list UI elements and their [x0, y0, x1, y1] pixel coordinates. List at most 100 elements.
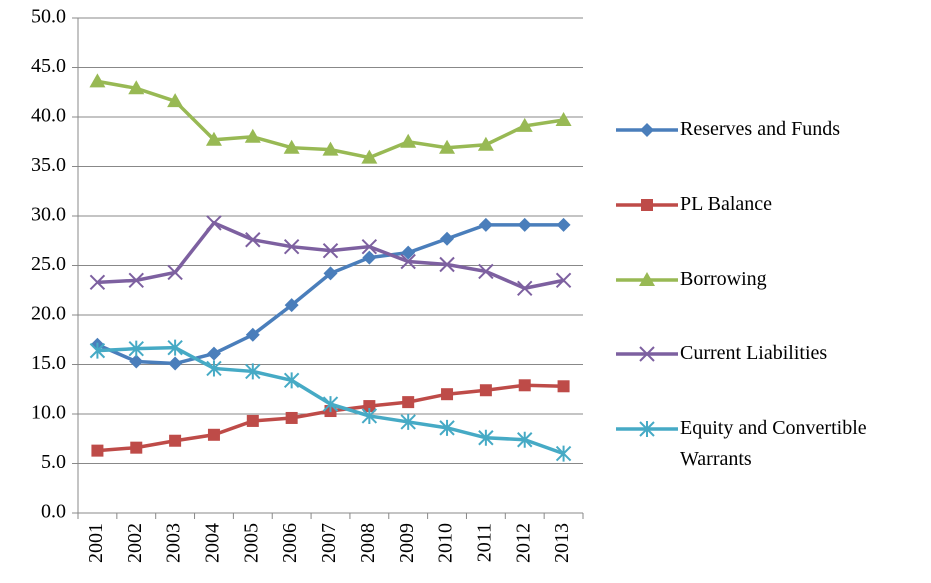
marker [640, 123, 654, 137]
marker [128, 272, 144, 289]
marker [477, 136, 494, 151]
marker [400, 133, 417, 148]
marker [205, 131, 222, 146]
x-tick-label: 2013 [551, 523, 573, 563]
marker [362, 250, 377, 265]
y-tick-label: 30.0 [31, 204, 66, 226]
marker [478, 429, 494, 446]
y-tick-label: 40.0 [31, 105, 66, 127]
marker [555, 445, 572, 462]
marker [283, 238, 300, 255]
marker [206, 346, 221, 361]
marker [206, 215, 222, 231]
marker [244, 128, 261, 143]
marker [401, 245, 416, 260]
marker [283, 139, 300, 154]
marker [479, 384, 492, 397]
marker [245, 363, 261, 380]
marker [89, 73, 106, 88]
marker [639, 346, 655, 362]
marker [168, 356, 183, 371]
marker [516, 117, 533, 132]
marker [557, 380, 570, 393]
marker [517, 431, 533, 448]
marker [89, 274, 106, 291]
x-tick-label: 2007 [318, 523, 340, 563]
marker [439, 419, 455, 436]
marker [439, 256, 455, 273]
y-tick-label: 50.0 [31, 6, 66, 28]
marker [129, 354, 144, 369]
x-tick-label: 2010 [435, 523, 457, 563]
marker [361, 149, 378, 164]
marker [128, 80, 145, 95]
x-tick-label: 2008 [357, 523, 379, 563]
marker [206, 360, 222, 377]
marker [322, 141, 339, 156]
y-tick-label: 20.0 [31, 303, 66, 325]
x-tick-label: 2006 [279, 523, 301, 563]
series-line [97, 383, 564, 453]
y-tick-label: 0.0 [41, 501, 66, 523]
marker [517, 280, 533, 296]
marker [518, 379, 531, 392]
y-tick-label: 5.0 [41, 451, 66, 473]
marker [402, 396, 415, 409]
marker [91, 444, 104, 457]
marker [639, 272, 655, 286]
marker [323, 266, 338, 281]
marker [245, 232, 261, 248]
x-tick-label: 2005 [240, 523, 262, 563]
marker [284, 298, 299, 313]
x-tick-label: 2002 [124, 523, 146, 563]
marker [285, 411, 298, 424]
marker [167, 264, 183, 281]
marker [400, 253, 416, 270]
y-tick-label: 10.0 [31, 402, 66, 424]
marker [639, 421, 655, 437]
y-tick-label: 45.0 [31, 55, 66, 77]
marker [440, 231, 455, 246]
legend-label: Current Liabilities [680, 342, 828, 364]
x-tick-label: 2003 [163, 523, 185, 563]
x-tick-label: 2009 [396, 523, 418, 563]
x-tick-label: 2011 [473, 523, 495, 562]
legend-label: Borrowing [680, 268, 767, 290]
y-tick-label: 15.0 [31, 352, 66, 374]
marker [169, 434, 182, 447]
marker [130, 441, 143, 454]
marker [555, 111, 572, 126]
marker [400, 413, 416, 430]
x-tick-label: 2001 [85, 523, 107, 563]
marker [246, 414, 259, 427]
marker [322, 242, 339, 259]
marker [441, 388, 454, 401]
marker [555, 272, 572, 289]
marker [207, 428, 220, 441]
series-line [96, 223, 564, 366]
marker [478, 217, 493, 232]
marker [361, 238, 378, 255]
x-tick-label: 2004 [202, 523, 224, 563]
marker [517, 217, 532, 232]
legend-label: Reserves and Funds [680, 118, 840, 140]
marker [167, 93, 184, 108]
y-tick-label: 25.0 [31, 253, 66, 275]
marker [478, 263, 494, 280]
legend-label: PL Balance [680, 193, 773, 215]
x-tick-label: 2012 [512, 523, 534, 563]
legend-label: Equity and Convertible Warrants [680, 417, 867, 470]
marker [322, 396, 339, 413]
marker [128, 340, 144, 357]
marker [641, 199, 653, 211]
y-tick-label: 35.0 [31, 154, 66, 176]
marker [245, 327, 260, 342]
marker [363, 400, 376, 413]
marker [439, 139, 456, 154]
marker [556, 217, 571, 232]
marker [361, 407, 378, 424]
marker [283, 372, 300, 389]
marker [167, 339, 183, 356]
